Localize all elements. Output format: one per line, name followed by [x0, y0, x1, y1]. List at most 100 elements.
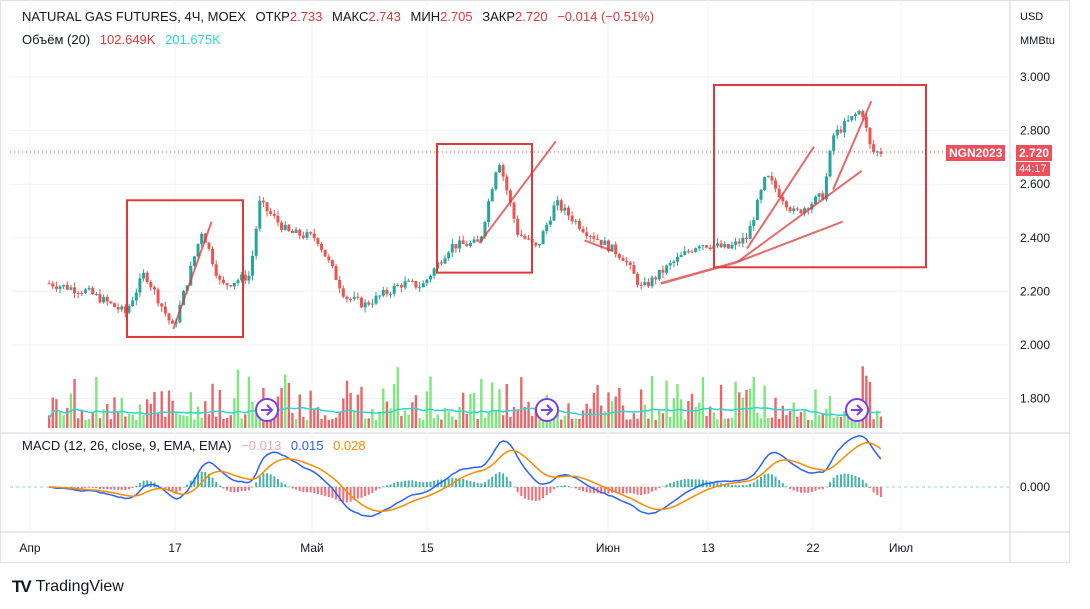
volume-bar: [124, 416, 127, 428]
macd-hist-bar: [542, 487, 545, 498]
macd-hist-bar: [80, 487, 83, 489]
volume-bar: [876, 410, 879, 428]
macd-line-value: 0.015: [290, 438, 324, 453]
volume-bar: [600, 405, 603, 428]
annotation-trendline: [832, 100, 873, 190]
candle-body: [265, 202, 269, 212]
volume-bar: [214, 416, 218, 428]
volume-bar: [556, 405, 559, 428]
volume-bar: [781, 405, 785, 428]
volume-bar: [480, 378, 483, 428]
candle-body: [835, 129, 839, 136]
candle-body: [316, 238, 320, 244]
macd-hist-bar: [589, 487, 592, 493]
volume-bar: [302, 417, 305, 428]
macd-hist-bar: [313, 487, 316, 493]
macd-hist-bar: [244, 487, 247, 491]
macd-hist-bar: [531, 487, 534, 501]
macd-hist-bar: [643, 487, 646, 495]
macd-zero-label: 0.000: [1020, 480, 1050, 494]
macd-hist-bar: [342, 487, 345, 503]
candle-body: [723, 244, 727, 248]
candle-body: [385, 290, 389, 294]
volume-bar: [661, 413, 665, 428]
candle-body: [614, 244, 618, 255]
candle-body: [512, 202, 516, 219]
volume-bar: [320, 419, 323, 428]
volume-bar: [353, 411, 356, 428]
macd-hist-bar: [142, 480, 145, 487]
candle-body: [879, 151, 883, 154]
volume-bar: [538, 419, 541, 428]
volume-bar: [552, 417, 556, 428]
candle-body: [861, 111, 865, 117]
candle-body: [131, 300, 135, 307]
volume-bar: [676, 384, 679, 428]
candle-body: [320, 243, 324, 250]
candle-body: [283, 224, 287, 230]
candle-body: [697, 246, 701, 249]
macd-hist-bar: [269, 474, 272, 487]
macd-hist-bar: [861, 479, 864, 487]
candle-body: [145, 272, 149, 282]
macd-hist-bar: [698, 479, 701, 487]
macd-hist-bar: [276, 479, 279, 487]
volume-bar: [229, 415, 232, 428]
candle-body: [483, 222, 487, 237]
volume-bar: [665, 380, 668, 428]
candle-body: [639, 284, 643, 286]
volume-bar: [138, 404, 142, 428]
volume-bar: [338, 411, 341, 428]
candle-body: [821, 193, 825, 200]
candle-body: [280, 222, 284, 230]
candle-body: [142, 272, 146, 279]
candle-body: [599, 239, 603, 245]
macd-hist-bar: [88, 487, 91, 488]
candle-body: [65, 284, 69, 290]
annotation-trendline: [660, 260, 738, 285]
macd-hist-bar: [687, 479, 690, 487]
volume-bar: [857, 416, 861, 428]
candle-body: [407, 280, 411, 282]
volume-bar: [167, 390, 171, 428]
candle-body: [392, 285, 396, 294]
volume-bar: [741, 397, 745, 428]
macd-label: MACD (12, 26, close, 9, EMA, EMA): [22, 438, 232, 453]
volume-bar: [422, 419, 425, 428]
macd-hist-bar: [745, 485, 748, 487]
volume-bar: [73, 378, 76, 428]
macd-hist-bar: [661, 486, 664, 487]
macd-signal-line: [49, 441, 882, 513]
close-value: 2.720: [515, 9, 548, 24]
volume-bar: [156, 413, 160, 428]
tradingview-brand[interactable]: TV TradingView: [12, 577, 124, 597]
candle-body: [200, 233, 204, 244]
volume-bar: [774, 397, 777, 428]
last-price-tag: 2.720: [1016, 145, 1053, 161]
macd-hist-bar: [382, 486, 385, 487]
candle-body: [345, 296, 349, 299]
macd-hist-value: −0.013: [241, 438, 282, 453]
macd-hist-bar: [821, 487, 824, 490]
volume-bar: [828, 395, 832, 428]
candle-body: [443, 258, 447, 264]
macd-hist-bar: [665, 484, 668, 487]
candle-body: [843, 121, 847, 133]
macd-hist-bar: [207, 473, 210, 487]
candle-body: [552, 205, 556, 221]
candle-body: [196, 243, 200, 257]
macd-hist-bar: [509, 481, 512, 487]
volume-bar: [727, 418, 730, 428]
volume-bar: [469, 393, 472, 428]
candle-body: [577, 220, 581, 229]
macd-hist-bar: [854, 476, 857, 487]
candle-body: [356, 296, 360, 298]
candle-body: [225, 283, 229, 286]
candle-body: [516, 218, 520, 235]
macd-hist-bar: [91, 487, 94, 488]
macd-hist-bar: [400, 481, 403, 487]
macd-hist-bar: [404, 480, 407, 487]
candle-body: [792, 208, 796, 212]
volume-bar: [632, 413, 636, 428]
